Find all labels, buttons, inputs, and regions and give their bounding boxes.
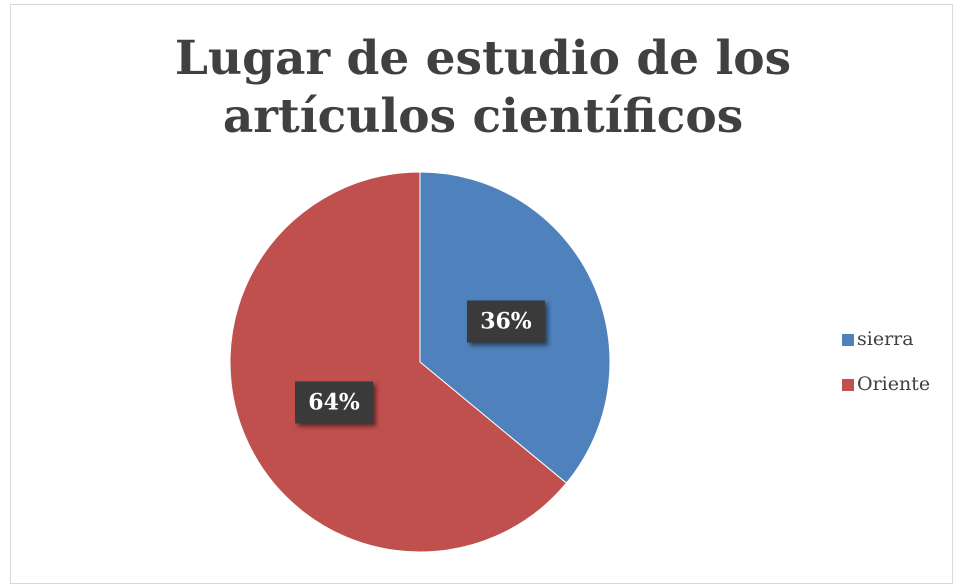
data-label: 36%	[480, 309, 532, 335]
pie-slice	[229, 171, 568, 553]
data-label-box	[295, 381, 374, 424]
chart-title: Lugar de estudio de los artículos cientí…	[174, 31, 792, 144]
data-label: 64%	[308, 389, 360, 415]
legend-swatch	[842, 334, 854, 346]
legend-swatch	[842, 379, 854, 391]
data-label-box	[466, 300, 545, 343]
legend-label: Oriente	[857, 373, 930, 395]
legend-label: sierra	[857, 328, 914, 350]
